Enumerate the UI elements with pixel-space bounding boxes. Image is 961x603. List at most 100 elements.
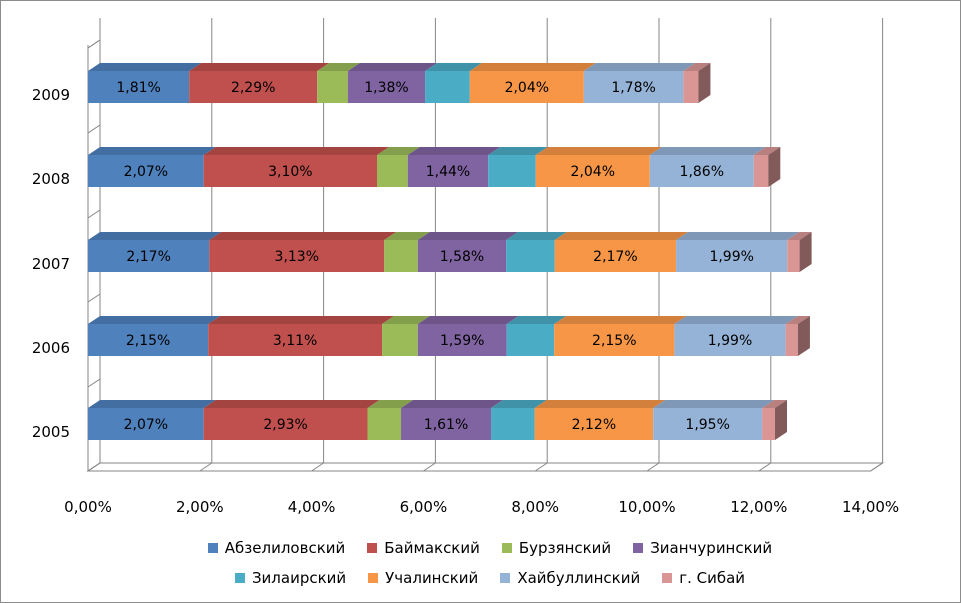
category-label: 2009 xyxy=(32,86,70,104)
bar-segment xyxy=(491,400,547,440)
bar-front-face xyxy=(208,324,383,356)
bar-top-face xyxy=(506,316,567,324)
bar-front-face xyxy=(753,155,769,187)
bar-top-face xyxy=(377,147,420,155)
bar-top-face xyxy=(488,147,548,155)
data-label: 1,99% xyxy=(708,333,752,349)
legend-item: Баймакский xyxy=(367,539,480,557)
bar-segment xyxy=(382,316,430,356)
data-label: 3,11% xyxy=(273,333,317,349)
bar-front-face xyxy=(209,240,385,272)
category-divider xyxy=(87,209,101,219)
bar-end-face xyxy=(775,400,788,440)
bar-segment xyxy=(88,232,222,272)
bar-top-face xyxy=(785,316,810,324)
data-label: 2,15% xyxy=(592,333,636,349)
bar-segment xyxy=(88,147,216,187)
data-label: 1,59% xyxy=(440,333,484,349)
bar-front-face xyxy=(203,155,378,187)
data-label: 1,78% xyxy=(611,80,655,96)
data-label: 1,95% xyxy=(685,417,729,433)
bar-front-face xyxy=(762,408,776,440)
x-tick-label: 12,00% xyxy=(730,498,787,516)
bar-top-face xyxy=(787,232,812,240)
x-axis-tick-labels: 0,00% 2,00% 4,00% 6,00% 8,00% 10,00% 12,00% 14,… xyxy=(64,498,899,516)
bar-top-face xyxy=(583,63,696,71)
data-label: 3,10% xyxy=(268,164,312,180)
floor-gridline xyxy=(870,462,883,472)
bar-top-face xyxy=(417,316,519,324)
bar-top-face xyxy=(469,63,596,71)
legend-label: Зилаирский xyxy=(251,569,347,587)
x-tick-label: 4,00% xyxy=(288,498,336,516)
bar-top-face xyxy=(683,63,711,71)
bar-segment xyxy=(401,400,504,440)
bar-segment xyxy=(676,232,800,272)
category-label: 2008 xyxy=(32,170,70,188)
data-label: 1,81% xyxy=(116,80,160,96)
bar-top-face xyxy=(88,316,221,324)
bar-segment xyxy=(785,316,810,356)
legend-swatch xyxy=(501,543,512,553)
bar-front-face xyxy=(583,71,684,103)
bar-segment xyxy=(88,400,216,440)
floor-gridline xyxy=(646,462,660,472)
bar-front-face xyxy=(469,71,584,103)
bar-front-face xyxy=(506,240,555,272)
bar-front-face xyxy=(676,240,788,272)
bar-front-face xyxy=(653,408,763,440)
bar-front-face xyxy=(554,324,675,356)
bar-top-face xyxy=(753,147,781,155)
data-label: 1,99% xyxy=(709,249,753,265)
bar-top-face xyxy=(88,63,202,71)
bar-front-face xyxy=(683,71,699,103)
bar-segment xyxy=(189,63,330,103)
data-label: 3,13% xyxy=(275,249,319,265)
x-tick-label: 10,00% xyxy=(618,498,675,516)
data-label: 1,38% xyxy=(364,80,408,96)
floor xyxy=(86,462,885,472)
bar-front-face xyxy=(417,240,507,272)
bar-top-face xyxy=(317,63,360,71)
bar-end-face xyxy=(768,147,781,187)
data-label: 1,44% xyxy=(426,164,470,180)
bar-segment xyxy=(674,316,798,356)
bar-segment xyxy=(209,232,397,272)
data-label: 2,04% xyxy=(571,164,615,180)
bar-segment xyxy=(347,63,438,103)
bar-top-face xyxy=(554,232,689,240)
legend-item: г. Сибай xyxy=(662,569,745,587)
legend-swatch xyxy=(234,573,245,583)
bar-front-face xyxy=(534,408,654,440)
bar-front-face xyxy=(674,324,786,356)
bar-front-face xyxy=(347,71,426,103)
bar-front-face xyxy=(189,71,318,103)
bar-top-face xyxy=(674,316,798,324)
bar-segment xyxy=(425,63,482,103)
data-label: 2,15% xyxy=(126,333,170,349)
legend: Абзелиловский Баймакский Бурзянский Зианчур… xyxy=(140,533,840,593)
floor-gridline xyxy=(311,462,324,472)
bar-top-face xyxy=(203,147,390,155)
bar-front-face xyxy=(554,240,677,272)
bar-front-face xyxy=(401,408,492,440)
bar-segment xyxy=(762,400,788,440)
bar-segment xyxy=(88,63,202,103)
legend-row: Абзелиловский Баймакский Бурзянский Зианчур… xyxy=(140,533,840,563)
bar-segment xyxy=(534,400,666,440)
bar-segment xyxy=(203,400,380,440)
bar-segment xyxy=(469,63,596,103)
bar-segment xyxy=(753,147,781,187)
category-divider xyxy=(87,39,101,49)
legend-swatch xyxy=(367,543,378,553)
x-tick-label: 14,00% xyxy=(842,498,899,516)
bar-top-face xyxy=(535,147,662,155)
legend-label: Зианчуринский xyxy=(650,539,773,557)
bar-segment xyxy=(317,63,360,103)
legend-label: Хайбуллинский xyxy=(517,569,641,587)
x-tick-label: 8,00% xyxy=(511,498,559,516)
legend-swatch xyxy=(662,573,673,583)
legend-label: г. Сибай xyxy=(679,569,746,587)
category-label: 2006 xyxy=(32,339,70,357)
category-label: 2005 xyxy=(32,423,70,441)
